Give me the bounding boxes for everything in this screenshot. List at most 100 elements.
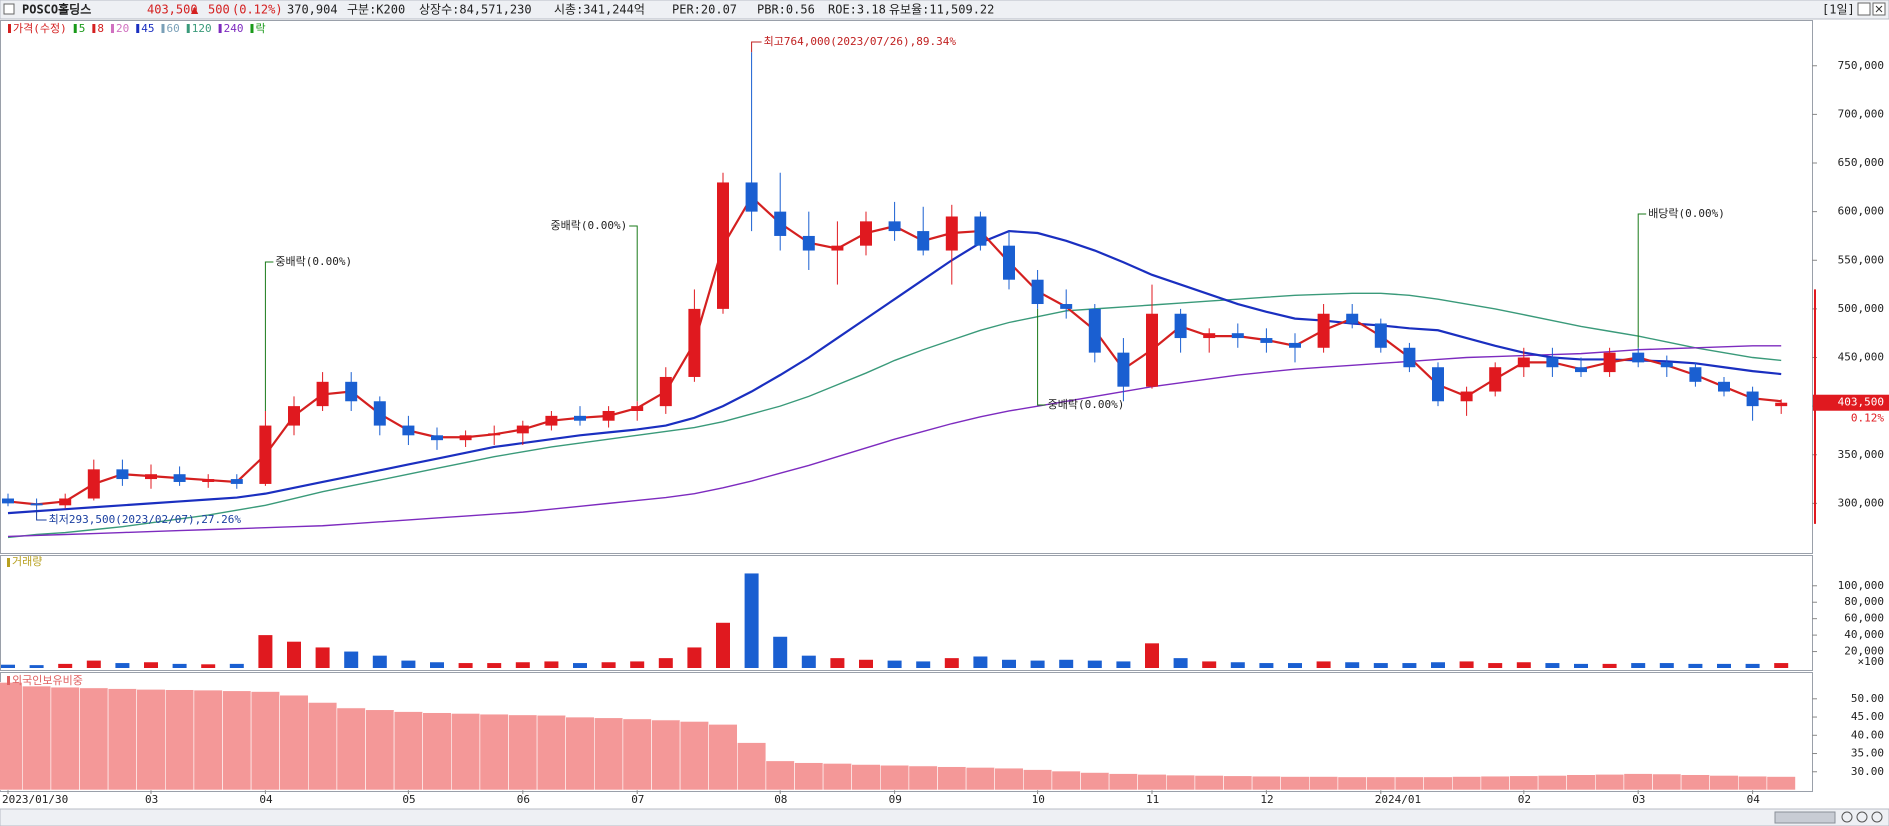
x-tick-label: 11 [1146, 793, 1159, 806]
ownership-bar [822, 763, 852, 791]
ownership-bar [1080, 772, 1110, 791]
reserve-ratio: 유보율:11,509.22 [889, 3, 994, 17]
ownership-bar [1652, 773, 1682, 791]
candle-body [1231, 333, 1244, 339]
ownership-bar [1194, 775, 1224, 791]
candle-body [1718, 381, 1730, 392]
price-tag-box [1813, 394, 1889, 411]
candle-body [1117, 352, 1130, 387]
shares: 상장수:84,571,230 [419, 3, 532, 17]
candle-body [1689, 367, 1702, 382]
candle-body [888, 221, 901, 232]
ownership-bar [1108, 773, 1138, 791]
candle-body [459, 435, 472, 441]
candle-body [1746, 391, 1759, 407]
scroll-thumb[interactable] [1774, 811, 1836, 824]
volume-bar [1230, 662, 1245, 668]
period[interactable]: [1일] [1822, 3, 1855, 17]
ownership-bar [422, 712, 452, 791]
candle-body [1088, 308, 1101, 353]
volume-bar [515, 662, 530, 668]
ownership-bar [1766, 776, 1796, 791]
zoom-in[interactable] [1841, 811, 1853, 823]
ownership-bar [107, 688, 137, 791]
x-tick-label: 03 [145, 793, 158, 806]
annotation-line [264, 261, 274, 411]
pbr: PBR:0.56 [757, 3, 815, 17]
ownership-bar [1223, 775, 1253, 791]
volume-bar [601, 662, 616, 668]
candle-body [1775, 402, 1788, 407]
annotation: 최저293,500(2023/02/07),27.26% [49, 513, 242, 526]
x-tick-label: 03 [1632, 793, 1645, 806]
annotation: 중배락(0.00%) [275, 255, 352, 268]
ownership-bar [0, 682, 23, 791]
ownership-bar [593, 717, 624, 791]
candle-body [1432, 367, 1444, 402]
checkbox[interactable] [3, 3, 15, 15]
ownership-bar [651, 719, 681, 791]
moving-average-line [7, 292, 1782, 539]
candle-body [545, 415, 558, 426]
ownership-bar [1022, 769, 1053, 791]
ownership-bar [79, 687, 109, 791]
legend-swatch [161, 24, 165, 33]
volume-bar [1259, 663, 1274, 668]
legend-entry: 가격(수정) [13, 22, 67, 35]
volume-bar [1402, 663, 1417, 668]
y-tick-label: 600,000 [1838, 205, 1884, 218]
zoom-reset[interactable] [1871, 811, 1883, 823]
candle-body [373, 401, 386, 426]
volume-bar [887, 660, 902, 668]
volume-bar [830, 658, 845, 668]
ownership-bar [365, 709, 395, 791]
volume-bar [1659, 663, 1674, 668]
candle-body [431, 435, 443, 441]
volume-bar [573, 663, 587, 668]
candle-body [745, 182, 758, 212]
volume-bar [716, 622, 730, 668]
candle-body [717, 182, 729, 309]
legend-swatch [8, 24, 11, 33]
volume-bar [630, 661, 645, 668]
x-tick-label: 2024/01 [1375, 793, 1421, 806]
ownership-bar [1680, 774, 1710, 791]
maximize-button[interactable] [1857, 2, 1871, 16]
x-tick-label: 12 [1260, 793, 1273, 806]
volume-bar [458, 663, 473, 668]
y-tick-label: 45.00 [1851, 710, 1884, 723]
y-tick-label: 700,000 [1838, 107, 1884, 120]
ownership-bar [708, 724, 738, 791]
zoom-out[interactable] [1856, 811, 1868, 823]
y-tick-label: 550,000 [1838, 253, 1884, 266]
ownership-bar [393, 711, 424, 791]
candle-body [59, 498, 72, 506]
volume-bar [1, 664, 15, 668]
ownership-bar [1509, 775, 1539, 791]
group: 구분:K200 [347, 3, 405, 17]
ownership-bar [994, 767, 1024, 791]
legend-swatch [136, 24, 140, 33]
axis-unit: ×100 [1858, 655, 1885, 668]
ownership-bar [736, 742, 767, 791]
candle-body [659, 376, 672, 407]
candle-body [288, 406, 300, 426]
volume-bar [372, 655, 387, 668]
ownership-bar [1166, 774, 1196, 791]
volume-bar [1030, 660, 1045, 668]
candle-body [1517, 357, 1530, 368]
scroll-bar[interactable] [0, 808, 1889, 826]
candle-body [1546, 357, 1559, 368]
y-tick-label: 300,000 [1838, 496, 1884, 509]
ownership-bar [479, 713, 509, 791]
candle-body [1346, 313, 1359, 324]
ownership-bar [536, 714, 566, 791]
volume-bar [1288, 663, 1302, 668]
legend-swatch [250, 24, 254, 33]
volume-bar [1488, 663, 1503, 668]
ownership-bar [965, 767, 995, 791]
ownership-bar [1623, 773, 1653, 791]
candle-body [1174, 313, 1187, 339]
panel-title-swatch [7, 558, 10, 567]
